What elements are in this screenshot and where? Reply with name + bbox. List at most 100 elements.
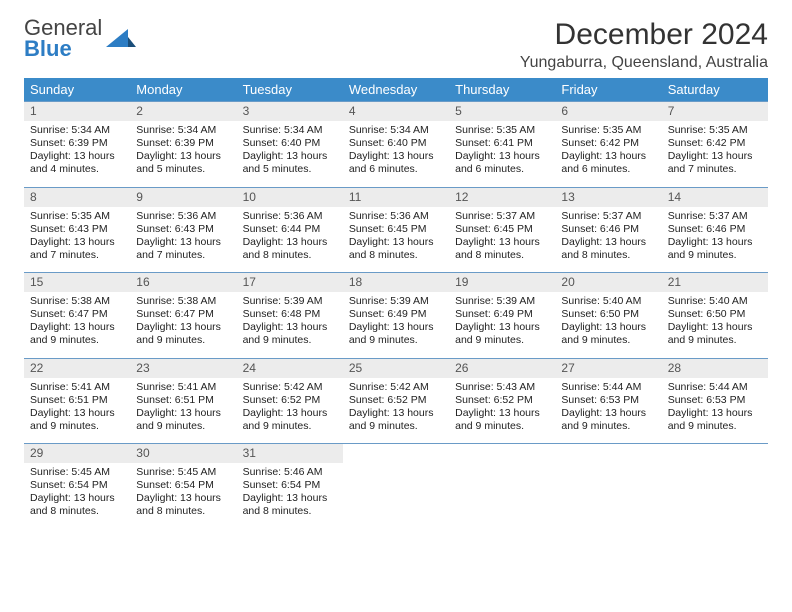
day-number: 5 <box>449 102 555 121</box>
daylight-line: Daylight: 13 hours and 7 minutes. <box>136 236 230 262</box>
sunrise-line: Sunrise: 5:35 AM <box>30 210 124 223</box>
sunset-line: Sunset: 6:39 PM <box>30 137 124 150</box>
sunset-line: Sunset: 6:43 PM <box>30 223 124 236</box>
day-number: 11 <box>343 188 449 207</box>
sunrise-line: Sunrise: 5:35 AM <box>668 124 762 137</box>
sunrise-line: Sunrise: 5:37 AM <box>561 210 655 223</box>
day-number: 16 <box>130 273 236 292</box>
calendar-cell: 7Sunrise: 5:35 AMSunset: 6:42 PMDaylight… <box>662 102 768 188</box>
day-body: Sunrise: 5:42 AMSunset: 6:52 PMDaylight:… <box>237 378 343 444</box>
calendar-row: 8Sunrise: 5:35 AMSunset: 6:43 PMDaylight… <box>24 187 768 273</box>
day-body: Sunrise: 5:42 AMSunset: 6:52 PMDaylight:… <box>343 378 449 444</box>
calendar-cell: 8Sunrise: 5:35 AMSunset: 6:43 PMDaylight… <box>24 187 130 273</box>
daylight-line: Daylight: 13 hours and 9 minutes. <box>30 321 124 347</box>
sunrise-line: Sunrise: 5:39 AM <box>349 295 443 308</box>
calendar-cell: .. <box>662 444 768 529</box>
calendar-cell: 4Sunrise: 5:34 AMSunset: 6:40 PMDaylight… <box>343 102 449 188</box>
title-block: December 2024 Yungaburra, Queensland, Au… <box>520 18 768 72</box>
calendar-cell: 6Sunrise: 5:35 AMSunset: 6:42 PMDaylight… <box>555 102 661 188</box>
calendar-cell: 17Sunrise: 5:39 AMSunset: 6:48 PMDayligh… <box>237 273 343 359</box>
weekday-header: Wednesday <box>343 78 449 102</box>
sunset-line: Sunset: 6:41 PM <box>455 137 549 150</box>
calendar-cell: 22Sunrise: 5:41 AMSunset: 6:51 PMDayligh… <box>24 358 130 444</box>
daylight-line: Daylight: 13 hours and 4 minutes. <box>30 150 124 176</box>
day-number: 19 <box>449 273 555 292</box>
calendar-cell: 20Sunrise: 5:40 AMSunset: 6:50 PMDayligh… <box>555 273 661 359</box>
daylight-line: Daylight: 13 hours and 9 minutes. <box>455 321 549 347</box>
sunrise-line: Sunrise: 5:43 AM <box>455 381 549 394</box>
sunrise-line: Sunrise: 5:41 AM <box>136 381 230 394</box>
logo-word2: Blue <box>24 36 72 61</box>
sunrise-line: Sunrise: 5:41 AM <box>30 381 124 394</box>
weekday-header: Thursday <box>449 78 555 102</box>
day-body: Sunrise: 5:34 AMSunset: 6:39 PMDaylight:… <box>130 121 236 187</box>
sunrise-line: Sunrise: 5:38 AM <box>136 295 230 308</box>
sunrise-line: Sunrise: 5:37 AM <box>455 210 549 223</box>
sunset-line: Sunset: 6:39 PM <box>136 137 230 150</box>
day-number: 21 <box>662 273 768 292</box>
sunset-line: Sunset: 6:42 PM <box>561 137 655 150</box>
day-body: Sunrise: 5:35 AMSunset: 6:41 PMDaylight:… <box>449 121 555 187</box>
daylight-line: Daylight: 13 hours and 9 minutes. <box>668 407 762 433</box>
sunset-line: Sunset: 6:40 PM <box>243 137 337 150</box>
day-number: 25 <box>343 359 449 378</box>
calendar-cell: 1Sunrise: 5:34 AMSunset: 6:39 PMDaylight… <box>24 102 130 188</box>
day-number: 7 <box>662 102 768 121</box>
sunrise-line: Sunrise: 5:45 AM <box>30 466 124 479</box>
calendar-cell: 10Sunrise: 5:36 AMSunset: 6:44 PMDayligh… <box>237 187 343 273</box>
daylight-line: Daylight: 13 hours and 9 minutes. <box>561 407 655 433</box>
daylight-line: Daylight: 13 hours and 9 minutes. <box>349 407 443 433</box>
day-body: Sunrise: 5:40 AMSunset: 6:50 PMDaylight:… <box>662 292 768 358</box>
day-body: Sunrise: 5:40 AMSunset: 6:50 PMDaylight:… <box>555 292 661 358</box>
logo-text: General Blue <box>24 18 102 60</box>
sunrise-line: Sunrise: 5:34 AM <box>136 124 230 137</box>
day-body: Sunrise: 5:37 AMSunset: 6:46 PMDaylight:… <box>555 207 661 273</box>
day-number: 29 <box>24 444 130 463</box>
sunset-line: Sunset: 6:45 PM <box>455 223 549 236</box>
sunset-line: Sunset: 6:47 PM <box>136 308 230 321</box>
calendar-cell: 14Sunrise: 5:37 AMSunset: 6:46 PMDayligh… <box>662 187 768 273</box>
sunrise-line: Sunrise: 5:36 AM <box>349 210 443 223</box>
sunrise-line: Sunrise: 5:36 AM <box>136 210 230 223</box>
day-number: 8 <box>24 188 130 207</box>
header: General Blue December 2024 Yungaburra, Q… <box>24 18 768 72</box>
sunset-line: Sunset: 6:51 PM <box>30 394 124 407</box>
sunrise-line: Sunrise: 5:40 AM <box>668 295 762 308</box>
sunset-line: Sunset: 6:52 PM <box>349 394 443 407</box>
day-number: 6 <box>555 102 661 121</box>
calendar-cell: 26Sunrise: 5:43 AMSunset: 6:52 PMDayligh… <box>449 358 555 444</box>
calendar-cell: 31Sunrise: 5:46 AMSunset: 6:54 PMDayligh… <box>237 444 343 529</box>
day-number: 9 <box>130 188 236 207</box>
sunset-line: Sunset: 6:50 PM <box>668 308 762 321</box>
daylight-line: Daylight: 13 hours and 8 minutes. <box>136 492 230 518</box>
sunrise-line: Sunrise: 5:45 AM <box>136 466 230 479</box>
sunset-line: Sunset: 6:53 PM <box>561 394 655 407</box>
calendar-cell: .. <box>555 444 661 529</box>
day-number: 30 <box>130 444 236 463</box>
day-number: 20 <box>555 273 661 292</box>
day-number: 28 <box>662 359 768 378</box>
daylight-line: Daylight: 13 hours and 5 minutes. <box>136 150 230 176</box>
daylight-line: Daylight: 13 hours and 6 minutes. <box>349 150 443 176</box>
day-body: Sunrise: 5:34 AMSunset: 6:39 PMDaylight:… <box>24 121 130 187</box>
day-number: 17 <box>237 273 343 292</box>
location-label: Yungaburra, Queensland, Australia <box>520 54 768 72</box>
day-body: Sunrise: 5:35 AMSunset: 6:43 PMDaylight:… <box>24 207 130 273</box>
weekday-header-row: Sunday Monday Tuesday Wednesday Thursday… <box>24 78 768 102</box>
day-number: 4 <box>343 102 449 121</box>
calendar-cell: 29Sunrise: 5:45 AMSunset: 6:54 PMDayligh… <box>24 444 130 529</box>
sunset-line: Sunset: 6:46 PM <box>668 223 762 236</box>
calendar-cell: 27Sunrise: 5:44 AMSunset: 6:53 PMDayligh… <box>555 358 661 444</box>
sunrise-line: Sunrise: 5:35 AM <box>561 124 655 137</box>
sunrise-line: Sunrise: 5:34 AM <box>30 124 124 137</box>
day-body: Sunrise: 5:34 AMSunset: 6:40 PMDaylight:… <box>237 121 343 187</box>
weekday-header: Saturday <box>662 78 768 102</box>
calendar-cell: 18Sunrise: 5:39 AMSunset: 6:49 PMDayligh… <box>343 273 449 359</box>
sunrise-line: Sunrise: 5:44 AM <box>668 381 762 394</box>
sunset-line: Sunset: 6:46 PM <box>561 223 655 236</box>
logo-mark-icon <box>106 27 136 51</box>
sunset-line: Sunset: 6:42 PM <box>668 137 762 150</box>
daylight-line: Daylight: 13 hours and 9 minutes. <box>136 407 230 433</box>
sunset-line: Sunset: 6:54 PM <box>30 479 124 492</box>
daylight-line: Daylight: 13 hours and 5 minutes. <box>243 150 337 176</box>
